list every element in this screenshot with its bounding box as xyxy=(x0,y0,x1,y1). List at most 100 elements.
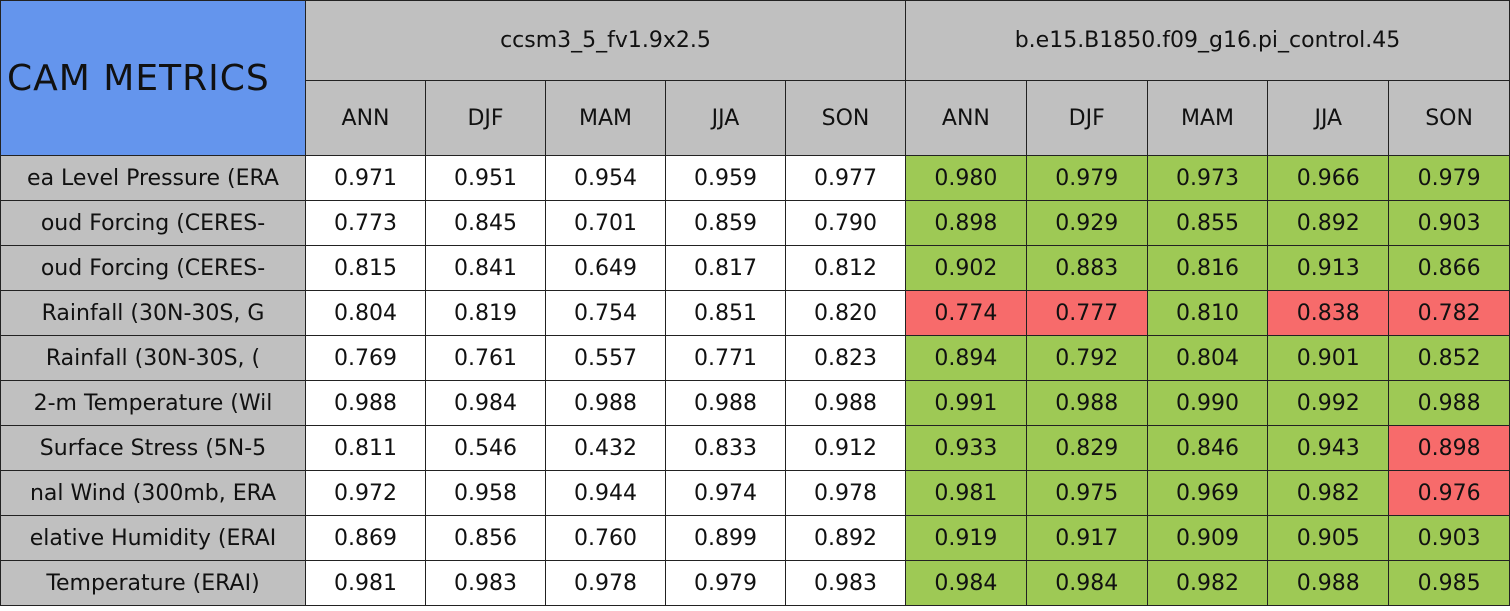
value-cell: 0.979 xyxy=(1025,155,1148,201)
value-cell: 0.944 xyxy=(545,470,666,516)
value-cell: 0.954 xyxy=(545,155,666,201)
row-label: Rainfall (30N-30S, G xyxy=(0,290,306,336)
season-header: DJF xyxy=(425,80,546,156)
value-cell: 0.982 xyxy=(1267,470,1390,516)
season-header: JJA xyxy=(1267,80,1390,156)
value-cell: 0.852 xyxy=(1388,335,1510,381)
value-cell: 0.903 xyxy=(1388,515,1510,561)
row-label: ea Level Pressure (ERA xyxy=(0,155,306,201)
value-cell: 0.951 xyxy=(425,155,546,201)
value-cell: 0.816 xyxy=(1146,245,1269,291)
value-cell: 0.859 xyxy=(665,200,786,246)
value-cell: 0.894 xyxy=(905,335,1027,381)
value-cell: 0.829 xyxy=(1025,425,1148,471)
value-cell: 0.980 xyxy=(905,155,1027,201)
value-cell: 0.846 xyxy=(1146,425,1269,471)
value-cell: 0.856 xyxy=(425,515,546,561)
value-cell: 0.974 xyxy=(665,470,786,516)
value-cell: 0.823 xyxy=(785,335,906,381)
group-header: b.e15.B1850.f09_g16.pi_control.45 xyxy=(905,0,1510,81)
season-header: ANN xyxy=(305,80,426,156)
value-cell: 0.761 xyxy=(425,335,546,381)
row-label: 2-m Temperature (Wil xyxy=(0,380,306,426)
value-cell: 0.898 xyxy=(905,200,1027,246)
value-cell: 0.771 xyxy=(665,335,786,381)
value-cell: 0.983 xyxy=(425,560,546,606)
table-title: CAM METRICS xyxy=(0,0,306,156)
value-cell: 0.992 xyxy=(1267,380,1390,426)
value-cell: 0.811 xyxy=(305,425,426,471)
row-label: oud Forcing (CERES- xyxy=(0,200,306,246)
value-cell: 0.902 xyxy=(905,245,1027,291)
value-cell: 0.838 xyxy=(1267,290,1390,336)
row-label: nal Wind (300mb, ERA xyxy=(0,470,306,516)
value-cell: 0.979 xyxy=(665,560,786,606)
value-cell: 0.983 xyxy=(785,560,906,606)
value-cell: 0.984 xyxy=(1025,560,1148,606)
value-cell: 0.817 xyxy=(665,245,786,291)
value-cell: 0.933 xyxy=(905,425,1027,471)
value-cell: 0.774 xyxy=(905,290,1027,336)
value-cell: 0.976 xyxy=(1388,470,1510,516)
value-cell: 0.903 xyxy=(1388,200,1510,246)
value-cell: 0.777 xyxy=(1025,290,1148,336)
season-header: JJA xyxy=(665,80,786,156)
value-cell: 0.546 xyxy=(425,425,546,471)
value-cell: 0.981 xyxy=(905,470,1027,516)
value-cell: 0.820 xyxy=(785,290,906,336)
row-label: oud Forcing (CERES- xyxy=(0,245,306,291)
value-cell: 0.866 xyxy=(1388,245,1510,291)
season-header: MAM xyxy=(1146,80,1269,156)
value-cell: 0.981 xyxy=(305,560,426,606)
value-cell: 0.782 xyxy=(1388,290,1510,336)
value-cell: 0.917 xyxy=(1025,515,1148,561)
row-label: Temperature (ERAI) xyxy=(0,560,306,606)
value-cell: 0.855 xyxy=(1146,200,1269,246)
value-cell: 0.883 xyxy=(1025,245,1148,291)
value-cell: 0.979 xyxy=(1388,155,1510,201)
value-cell: 0.701 xyxy=(545,200,666,246)
value-cell: 0.841 xyxy=(425,245,546,291)
value-cell: 0.969 xyxy=(1146,470,1269,516)
value-cell: 0.892 xyxy=(785,515,906,561)
value-cell: 0.984 xyxy=(425,380,546,426)
value-cell: 0.892 xyxy=(1267,200,1390,246)
row-label: Surface Stress (5N-5 xyxy=(0,425,306,471)
value-cell: 0.812 xyxy=(785,245,906,291)
value-cell: 0.988 xyxy=(785,380,906,426)
value-cell: 0.973 xyxy=(1146,155,1269,201)
value-cell: 0.804 xyxy=(1146,335,1269,381)
value-cell: 0.869 xyxy=(305,515,426,561)
value-cell: 0.988 xyxy=(545,380,666,426)
value-cell: 0.754 xyxy=(545,290,666,336)
value-cell: 0.792 xyxy=(1025,335,1148,381)
group-header: ccsm3_5_fv1.9x2.5 xyxy=(305,0,906,81)
value-cell: 0.975 xyxy=(1025,470,1148,516)
value-cell: 0.905 xyxy=(1267,515,1390,561)
row-label: Rainfall (30N-30S, ( xyxy=(0,335,306,381)
value-cell: 0.649 xyxy=(545,245,666,291)
value-cell: 0.988 xyxy=(1267,560,1390,606)
value-cell: 0.991 xyxy=(905,380,1027,426)
value-cell: 0.810 xyxy=(1146,290,1269,336)
value-cell: 0.432 xyxy=(545,425,666,471)
season-header: MAM xyxy=(545,80,666,156)
value-cell: 0.819 xyxy=(425,290,546,336)
value-cell: 0.978 xyxy=(785,470,906,516)
value-cell: 0.815 xyxy=(305,245,426,291)
value-cell: 0.557 xyxy=(545,335,666,381)
value-cell: 0.959 xyxy=(665,155,786,201)
value-cell: 0.985 xyxy=(1388,560,1510,606)
value-cell: 0.984 xyxy=(905,560,1027,606)
value-cell: 0.845 xyxy=(425,200,546,246)
value-cell: 0.912 xyxy=(785,425,906,471)
value-cell: 0.988 xyxy=(305,380,426,426)
season-header: SON xyxy=(1388,80,1510,156)
value-cell: 0.909 xyxy=(1146,515,1269,561)
value-cell: 0.898 xyxy=(1388,425,1510,471)
value-cell: 0.978 xyxy=(545,560,666,606)
value-cell: 0.977 xyxy=(785,155,906,201)
value-cell: 0.988 xyxy=(665,380,786,426)
value-cell: 0.899 xyxy=(665,515,786,561)
value-cell: 0.773 xyxy=(305,200,426,246)
